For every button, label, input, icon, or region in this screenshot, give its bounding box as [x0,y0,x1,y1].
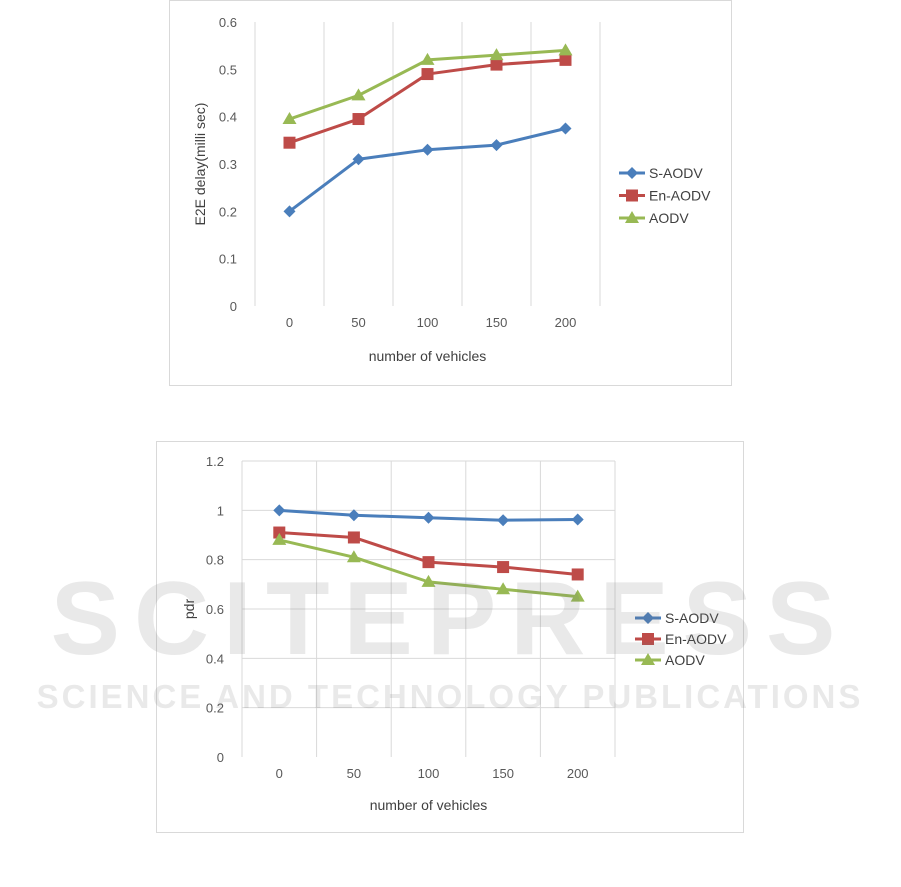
delay-point-aodv [489,48,504,61]
delay-point-s-aodv [421,143,434,156]
delay-point-s-aodv [490,139,503,152]
pdr-point-aodv [346,550,361,563]
delay-point-aodv [558,43,573,56]
delay-legend-label: AODV [649,210,689,226]
pdr-legend-label: AODV [665,652,705,668]
delay-point-aodv [282,112,297,125]
e2e-delay-chart-svg: 0 0.1 0.2 0.3 0.4 0.5 0.6 0 50 100 150 200 number of… [192,15,711,364]
pdr-x-tick-label: 50 [347,766,361,781]
delay-x-tick-label: 50 [351,315,365,330]
e2e-delay-chart: 0 0.1 0.2 0.3 0.4 0.5 0.6 0 50 100 150 200 number of… [169,0,732,386]
delay-point-s-aodv [283,205,296,218]
delay-series-line-s-aodv [288,127,566,213]
delay-point-en-aodv [559,53,572,66]
pdr-point-en-aodv [347,531,360,544]
pdr-series-line-en-aodv [279,531,578,576]
delay-legend-marker [625,211,639,223]
pdr-point-s-aodv [347,509,360,522]
pdr-legend-marker [641,653,655,665]
delay-y-tick-label: 0.5 [219,62,237,77]
pdr-point-s-aodv [273,504,286,517]
pdr-x-tick-label: 200 [567,766,589,781]
delay-y-tick-label: 0 [230,299,237,314]
delay-x-tick-label: 200 [555,315,577,330]
pdr-chart: 0 0.2 0.4 0.6 0.8 1 1.2 0 50 100 150 200 number of v… [156,441,744,833]
pdr-point-s-aodv [497,514,510,527]
pdr-legend-label: S-AODV [665,610,719,626]
pdr-series-line-aodv [278,538,578,599]
pdr-y-tick-label: 0.4 [206,651,224,666]
pdr-y-tick-label: 0.8 [206,553,224,568]
pdr-x-axis-title: number of vehicles [370,797,488,813]
delay-y-axis-title: E2E delay(milli sec) [192,103,208,226]
pdr-point-aodv [570,589,585,602]
delay-point-en-aodv [421,68,434,81]
pdr-point-en-aodv [497,561,510,574]
delay-point-en-aodv [283,136,296,149]
delay-point-en-aodv [490,58,503,71]
pdr-x-tick-label: 150 [492,766,514,781]
pdr-point-en-aodv [273,526,286,539]
delay-x-axis-title: number of vehicles [369,348,487,364]
pdr-y-axis-title: pdr [181,599,197,620]
pdr-x-tick-label: 100 [418,766,440,781]
pdr-y-tick-label: 0.2 [206,701,224,716]
delay-y-tick-label: 0.2 [219,204,237,219]
pdr-y-tick-label: 1.2 [206,454,224,469]
pdr-point-aodv [496,582,511,595]
delay-legend-marker [626,167,638,179]
pdr-legend-label: En-AODV [665,631,727,647]
delay-point-s-aodv [559,122,572,135]
pdr-y-tick-label: 0.6 [206,602,224,617]
pdr-point-s-aodv [571,513,584,526]
pdr-point-aodv [272,532,287,545]
pdr-point-en-aodv [571,568,584,581]
pdr-legend-marker [642,612,654,624]
pdr-y-tick-label: 0 [217,750,224,765]
delay-y-tick-label: 0.6 [219,15,237,30]
delay-legend-label: S-AODV [649,165,703,181]
delay-y-tick-label: 0.3 [219,157,237,172]
pdr-legend-marker [642,633,654,645]
delay-legend-label: En-AODV [649,188,711,204]
delay-y-tick-label: 0.1 [219,252,237,267]
pdr-chart-svg: 0 0.2 0.4 0.6 0.8 1 1.2 0 50 100 150 200 number of v… [181,454,727,813]
pdr-point-aodv [421,574,436,587]
delay-x-tick-label: 150 [486,315,508,330]
pdr-point-en-aodv [422,556,435,569]
delay-point-aodv [420,52,435,65]
delay-point-en-aodv [352,113,365,126]
pdr-point-s-aodv [422,511,435,524]
delay-y-tick-label: 0.4 [219,110,237,125]
pdr-x-tick-label: 0 [276,766,283,781]
delay-point-aodv [351,88,366,101]
pdr-y-tick-label: 1 [217,503,224,518]
delay-x-tick-label: 100 [417,315,439,330]
delay-legend-marker [626,189,638,202]
delay-x-tick-label: 0 [286,315,293,330]
delay-point-s-aodv [352,153,365,166]
